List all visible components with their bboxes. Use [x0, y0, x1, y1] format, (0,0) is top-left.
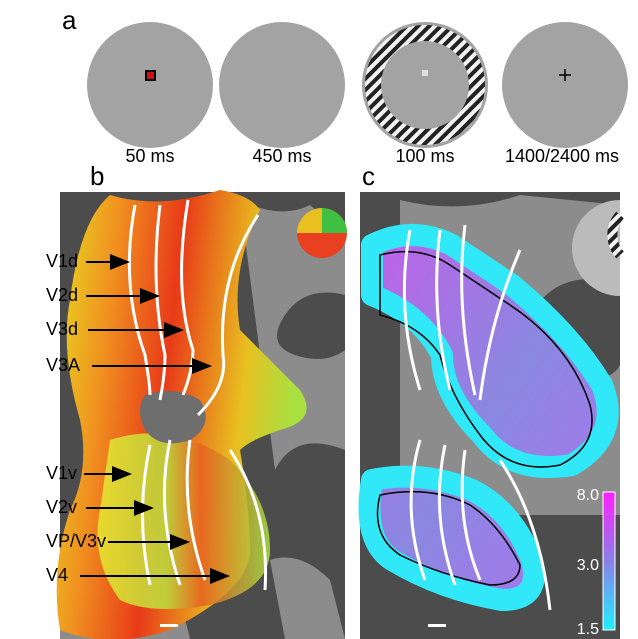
- stimuli: [87, 22, 628, 148]
- colorbar-tick-label: 3.0: [577, 557, 599, 574]
- colorbar-tick-label: 8.0: [577, 487, 599, 504]
- area-label: V3A: [46, 355, 80, 375]
- timing-label: 50 ms: [125, 146, 174, 166]
- area-label: V1v: [46, 463, 77, 483]
- panel-label: b: [90, 161, 104, 191]
- area-label: V2v: [46, 497, 77, 517]
- timing-label: 1400/2400 ms: [505, 146, 619, 166]
- area-label: VP/V3v: [46, 531, 106, 551]
- timing-label: 100 ms: [395, 146, 454, 166]
- figure: a b c 50 ms 450 ms 100 ms 1400/2400 ms V1d V2…: [0, 0, 638, 639]
- area-label: V1d: [46, 251, 78, 271]
- area-label: V3d: [46, 319, 78, 339]
- area-label: V2d: [46, 285, 78, 305]
- timing-label: 450 ms: [252, 146, 311, 166]
- colorbar-tick-label: 1.5: [577, 621, 599, 638]
- map-b: [57, 190, 347, 639]
- panel-label: a: [62, 5, 77, 35]
- panel-label: c: [362, 161, 375, 191]
- area-label: V4: [46, 565, 68, 585]
